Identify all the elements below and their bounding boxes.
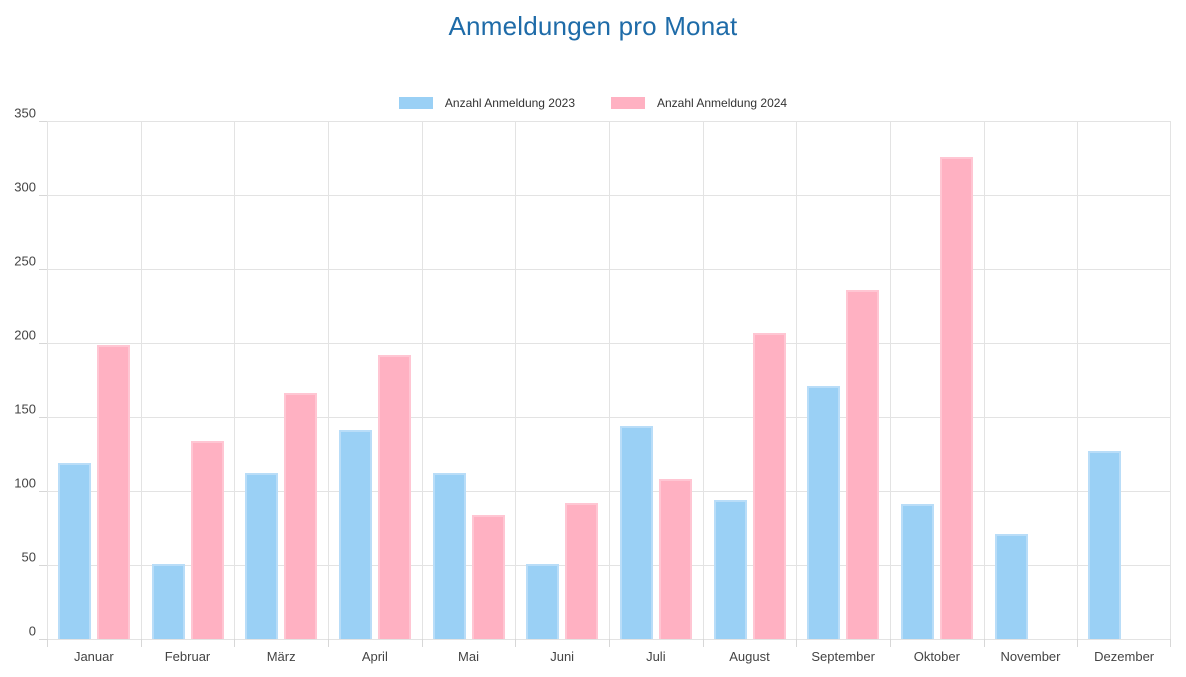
x-tick-4	[421, 639, 423, 647]
vgridline-4	[421, 121, 423, 639]
x-axis-label-dezember: Dezember	[1094, 649, 1155, 664]
legend-label: Anzahl Anmeldung 2024	[657, 96, 788, 110]
bar-anzahl-anmeldung-2023-april[interactable]	[338, 430, 372, 639]
x-axis-label-januar: Januar	[73, 649, 114, 664]
x-tick-2	[234, 639, 236, 647]
y-axis-label-250: 250	[14, 253, 36, 269]
x-axis-label-juni: Juni	[550, 649, 575, 664]
x-axis-label-august: August	[729, 649, 770, 664]
bar-anzahl-anmeldung-2024-august[interactable]	[752, 332, 786, 639]
bar-anzahl-anmeldung-2024-februar[interactable]	[190, 440, 224, 639]
bar-anzahl-anmeldung-2023-oktober[interactable]	[900, 504, 934, 639]
bar-anzahl-anmeldung-2023-september[interactable]	[807, 385, 841, 639]
y-axis-label-150: 150	[14, 401, 36, 417]
bar-anzahl-anmeldung-2023-juni[interactable]	[526, 563, 560, 639]
x-axis-label-september: September	[811, 649, 875, 664]
x-tick-8	[796, 639, 798, 647]
legend: Anzahl Anmeldung 2023 Anzahl Anmeldung 20…	[0, 96, 1186, 110]
x-axis-label-november: November	[1000, 649, 1061, 664]
bar-anzahl-anmeldung-2023-dezember[interactable]	[1088, 451, 1122, 639]
legend-label: Anzahl Anmeldung 2023	[444, 96, 575, 110]
y-tick-50	[39, 564, 47, 566]
y-tick-200	[39, 342, 47, 344]
x-tick-10	[983, 639, 985, 647]
legend-swatch-icon	[611, 97, 645, 109]
x-axis-label-oktober: Oktober	[913, 649, 960, 664]
y-axis-label-0: 0	[28, 623, 36, 639]
plot-area: 0 50 100 150 200 250 300 350 Januar Februar März Ap…	[14, 106, 1171, 664]
y-tick-350	[39, 120, 47, 122]
vgridline-6	[609, 121, 610, 639]
x-tick-12	[1170, 639, 1171, 647]
vgridline-3	[328, 121, 329, 639]
x-tick-6	[609, 639, 610, 647]
y-axis-label-50: 50	[21, 549, 36, 565]
legend-swatch-icon	[398, 97, 433, 109]
bar-anzahl-anmeldung-2023-november[interactable]	[994, 533, 1028, 639]
y-axis-label-100: 100	[14, 475, 36, 491]
bar-anzahl-anmeldung-2024-juli[interactable]	[658, 479, 692, 639]
x-tick-1	[140, 639, 142, 647]
y-tick-150	[39, 416, 47, 418]
bar-anzahl-anmeldung-2023-august[interactable]	[713, 499, 747, 639]
bar-anzahl-anmeldung-2024-juni[interactable]	[565, 502, 599, 639]
x-axis-label-mai: Mai	[458, 649, 479, 664]
bar-anzahl-anmeldung-2023-mai[interactable]	[432, 473, 466, 639]
vgridline-1	[140, 121, 142, 639]
bar-anzahl-anmeldung-2024-m-rz[interactable]	[284, 393, 318, 639]
vgridline-8	[796, 121, 798, 639]
vgridline-10	[983, 121, 985, 639]
vgridline-2	[234, 121, 236, 639]
x-tick-0	[47, 639, 48, 647]
x-tick-9	[890, 639, 891, 647]
bar-anzahl-anmeldung-2024-oktober[interactable]	[939, 156, 973, 639]
legend-item-anzahl-anmeldung-2023[interactable]: Anzahl Anmeldung 2023	[398, 96, 575, 110]
bar-anzahl-anmeldung-2024-januar[interactable]	[96, 344, 130, 639]
y-tick-250	[39, 268, 47, 270]
x-axis-label-juli: Juli	[646, 649, 666, 664]
page-title: Anmeldungen pro Monat	[448, 11, 738, 41]
y-axis-label-350: 350	[14, 105, 36, 121]
y-axis-label-300: 300	[14, 179, 36, 195]
x-tick-7	[702, 639, 704, 647]
y-tick-0	[39, 638, 47, 640]
x-tick-5	[515, 639, 517, 647]
vgridline-12	[1170, 121, 1171, 639]
bar-anzahl-anmeldung-2023-januar[interactable]	[57, 462, 91, 639]
legend-item-anzahl-anmeldung-2024[interactable]: Anzahl Anmeldung 2024	[611, 96, 787, 110]
x-axis-label-februar: Februar	[164, 649, 211, 664]
bar-anzahl-anmeldung-2023-februar[interactable]	[151, 563, 185, 639]
vgridline-5	[515, 121, 517, 639]
x-tick-3	[328, 639, 329, 647]
y-tick-100	[39, 490, 47, 492]
bar-anzahl-anmeldung-2024-september[interactable]	[846, 289, 880, 639]
vgridline-0	[47, 121, 48, 639]
x-tick-11	[1077, 639, 1079, 647]
bar-anzahl-anmeldung-2024-april[interactable]	[377, 354, 411, 639]
vgridline-7	[702, 121, 704, 639]
vgridline-11	[1077, 121, 1079, 639]
x-axis-label-april: April	[361, 649, 388, 664]
y-axis-label-200: 200	[14, 327, 36, 343]
vgridline-9	[890, 121, 891, 639]
y-tick-300	[39, 194, 47, 196]
bar-anzahl-anmeldung-2023-juli[interactable]	[619, 425, 653, 639]
bar-anzahl-anmeldung-2024-mai[interactable]	[471, 514, 505, 639]
bar-anzahl-anmeldung-2023-m-rz[interactable]	[245, 473, 279, 639]
x-axis-label-m-rz: März	[266, 649, 296, 664]
